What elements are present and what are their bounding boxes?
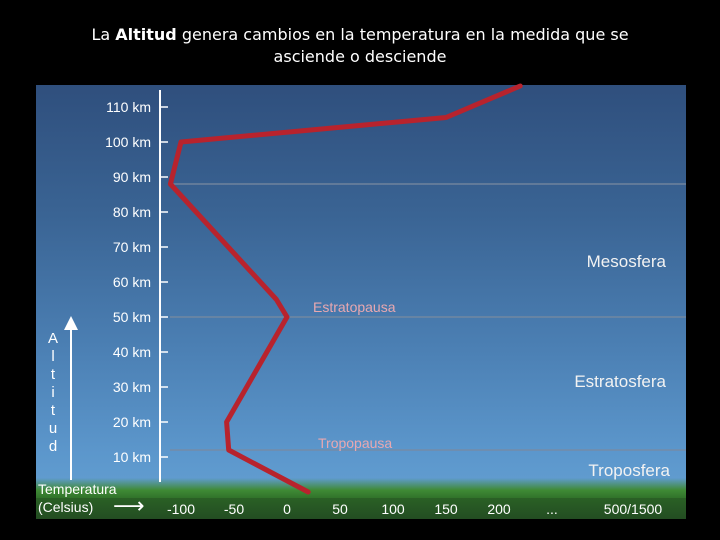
altitude-letter: t	[50, 402, 56, 419]
altitude-tick-label: 10 km	[113, 449, 151, 465]
altitude-tick-label: 30 km	[113, 379, 151, 395]
temperature-tick-label: 200	[487, 501, 511, 517]
title-line2: asciende o desciende	[273, 47, 447, 66]
altitude-tick-label: 90 km	[113, 169, 151, 185]
temperature-tick-label: -100	[167, 501, 195, 517]
altitude-letter: d	[48, 438, 58, 455]
altitude-letter: u	[48, 420, 58, 437]
altitude-letter: t	[50, 366, 56, 383]
ground-strip	[36, 478, 686, 500]
temperature-tick-label: -50	[224, 501, 244, 517]
temperature-tick-label: 50	[332, 501, 348, 517]
altitude-tick-label: 110 km	[106, 99, 151, 115]
altitude-tick-label: 70 km	[113, 239, 151, 255]
altitude-arrow-head	[64, 316, 78, 330]
altitude-letter: l	[51, 348, 55, 365]
temperature-tick-label: 0	[283, 501, 291, 517]
temperature-curve	[167, 83, 523, 495]
label-tropopausa: Tropopausa	[318, 435, 392, 451]
altitude-tick-label: 50 km	[113, 309, 151, 325]
atmosphere-panel	[36, 85, 686, 519]
temperature-arrow: ⟶	[113, 494, 145, 519]
temperature-axis-band	[36, 498, 686, 519]
temperature-tick-label: 150	[434, 501, 458, 517]
title-bold-word: Altitud	[115, 25, 177, 44]
altitude-tick-label: 40 km	[113, 344, 151, 360]
altitude-tick-label: 100 km	[105, 134, 151, 150]
temperature-tick-label: 100	[381, 501, 405, 517]
label-estratosfera: Estratosfera	[574, 372, 666, 391]
temperature-tick-label: 500/1500	[604, 501, 663, 517]
altitude-tick-label: 20 km	[113, 414, 151, 430]
altitude-tick-label: 80 km	[113, 204, 151, 220]
altitude-tick-label: 60 km	[113, 274, 151, 290]
label-estratopausa: Estratopausa	[313, 299, 396, 315]
celsius-axis-label: (Celsius)	[38, 499, 93, 515]
altitude-letter: A	[47, 330, 58, 347]
temperature-tick-label: ...	[546, 501, 558, 517]
title-line1: genera cambios en la temperatura en la m…	[176, 25, 629, 44]
altitude-letter: i	[51, 384, 55, 401]
title-prefix: La	[91, 25, 116, 44]
label-mesosfera: Mesosfera	[587, 252, 667, 271]
temperature-axis-label: Temperatura	[38, 481, 117, 497]
diagram-title: La Altitud genera cambios en la temperat…	[60, 24, 660, 68]
label-troposfera: Troposfera	[588, 461, 670, 480]
